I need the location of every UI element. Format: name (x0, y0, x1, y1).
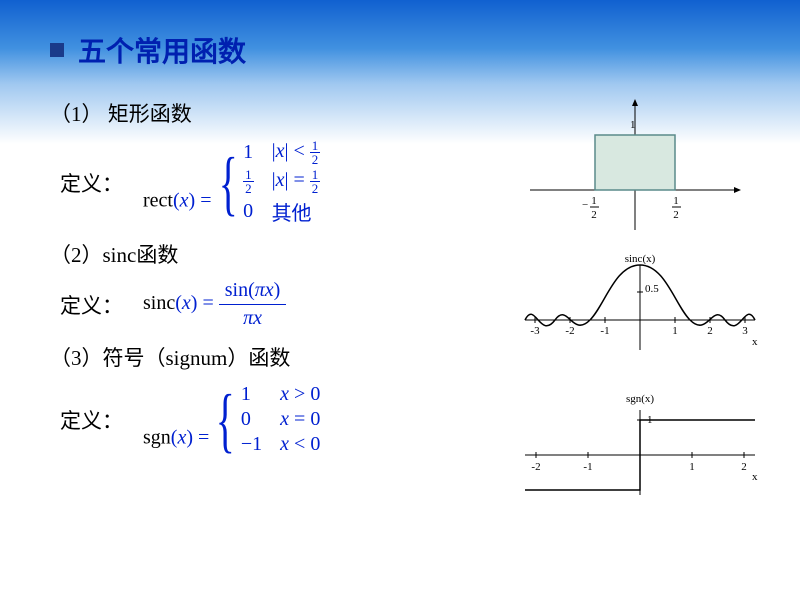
slide-title: 五个常用函数 (78, 30, 246, 70)
item-2-heading: （2）sinc函数 (50, 239, 500, 269)
svg-text:1: 1 (673, 195, 679, 207)
svg-text:2: 2 (741, 461, 747, 473)
svg-text:-1: -1 (600, 325, 609, 337)
rect-definition: 定义： rect(x) = { 1 |x| < 12 12 (60, 138, 500, 227)
svg-text:x: x (752, 336, 758, 348)
svg-text:3: 3 (742, 325, 748, 337)
svg-text:1: 1 (689, 461, 695, 473)
svg-text:1: 1 (630, 119, 636, 131)
definitions-column: （1） 矩形函数 定义： rect(x) = { 1 |x| < 12 (50, 90, 500, 510)
sinc-plot: sinc(x) 0.5 -3 -2 -1 1 2 3 x (520, 250, 760, 380)
svg-text:-2: -2 (565, 325, 574, 337)
svg-text:sinc(x): sinc(x) (625, 253, 656, 265)
sgn-plot: sgn(x) 1 -2-112 x (520, 390, 760, 510)
svg-text:x: x (752, 471, 758, 483)
svg-text:2: 2 (591, 209, 597, 221)
sinc-definition: 定义： sinc(x) = sin(πx) πx (60, 279, 500, 330)
item-3-heading: （3）符号（signum）函数 (50, 342, 500, 372)
rect-cases: 1 |x| < 12 12 |x| = 12 0 其他 (239, 138, 334, 227)
svg-text:-1: -1 (583, 461, 592, 473)
item-1-heading: （1） 矩形函数 (50, 98, 500, 128)
svg-text:1: 1 (591, 195, 597, 207)
svg-text:1: 1 (672, 325, 678, 337)
plots-column: 1 − 1 2 1 2 sinc(x) 0.5 -3 -2 (520, 90, 760, 510)
svg-text:0.5: 0.5 (645, 283, 659, 295)
svg-text:−: − (582, 199, 588, 211)
rect-plot: 1 − 1 2 1 2 (520, 90, 750, 240)
svg-text:2: 2 (707, 325, 713, 337)
title-bullet-icon (50, 43, 64, 57)
svg-text:sgn(x): sgn(x) (626, 393, 654, 405)
svg-text:2: 2 (673, 209, 679, 221)
slide-title-row: 五个常用函数 (50, 30, 760, 70)
svg-text:-3: -3 (530, 325, 540, 337)
svg-text:-2: -2 (531, 461, 540, 473)
sgn-definition: 定义： sgn(x) = { 1x > 0 0x = 0 −1x < 0 (60, 382, 500, 457)
sgn-cases: 1x > 0 0x = 0 −1x < 0 (237, 382, 334, 457)
